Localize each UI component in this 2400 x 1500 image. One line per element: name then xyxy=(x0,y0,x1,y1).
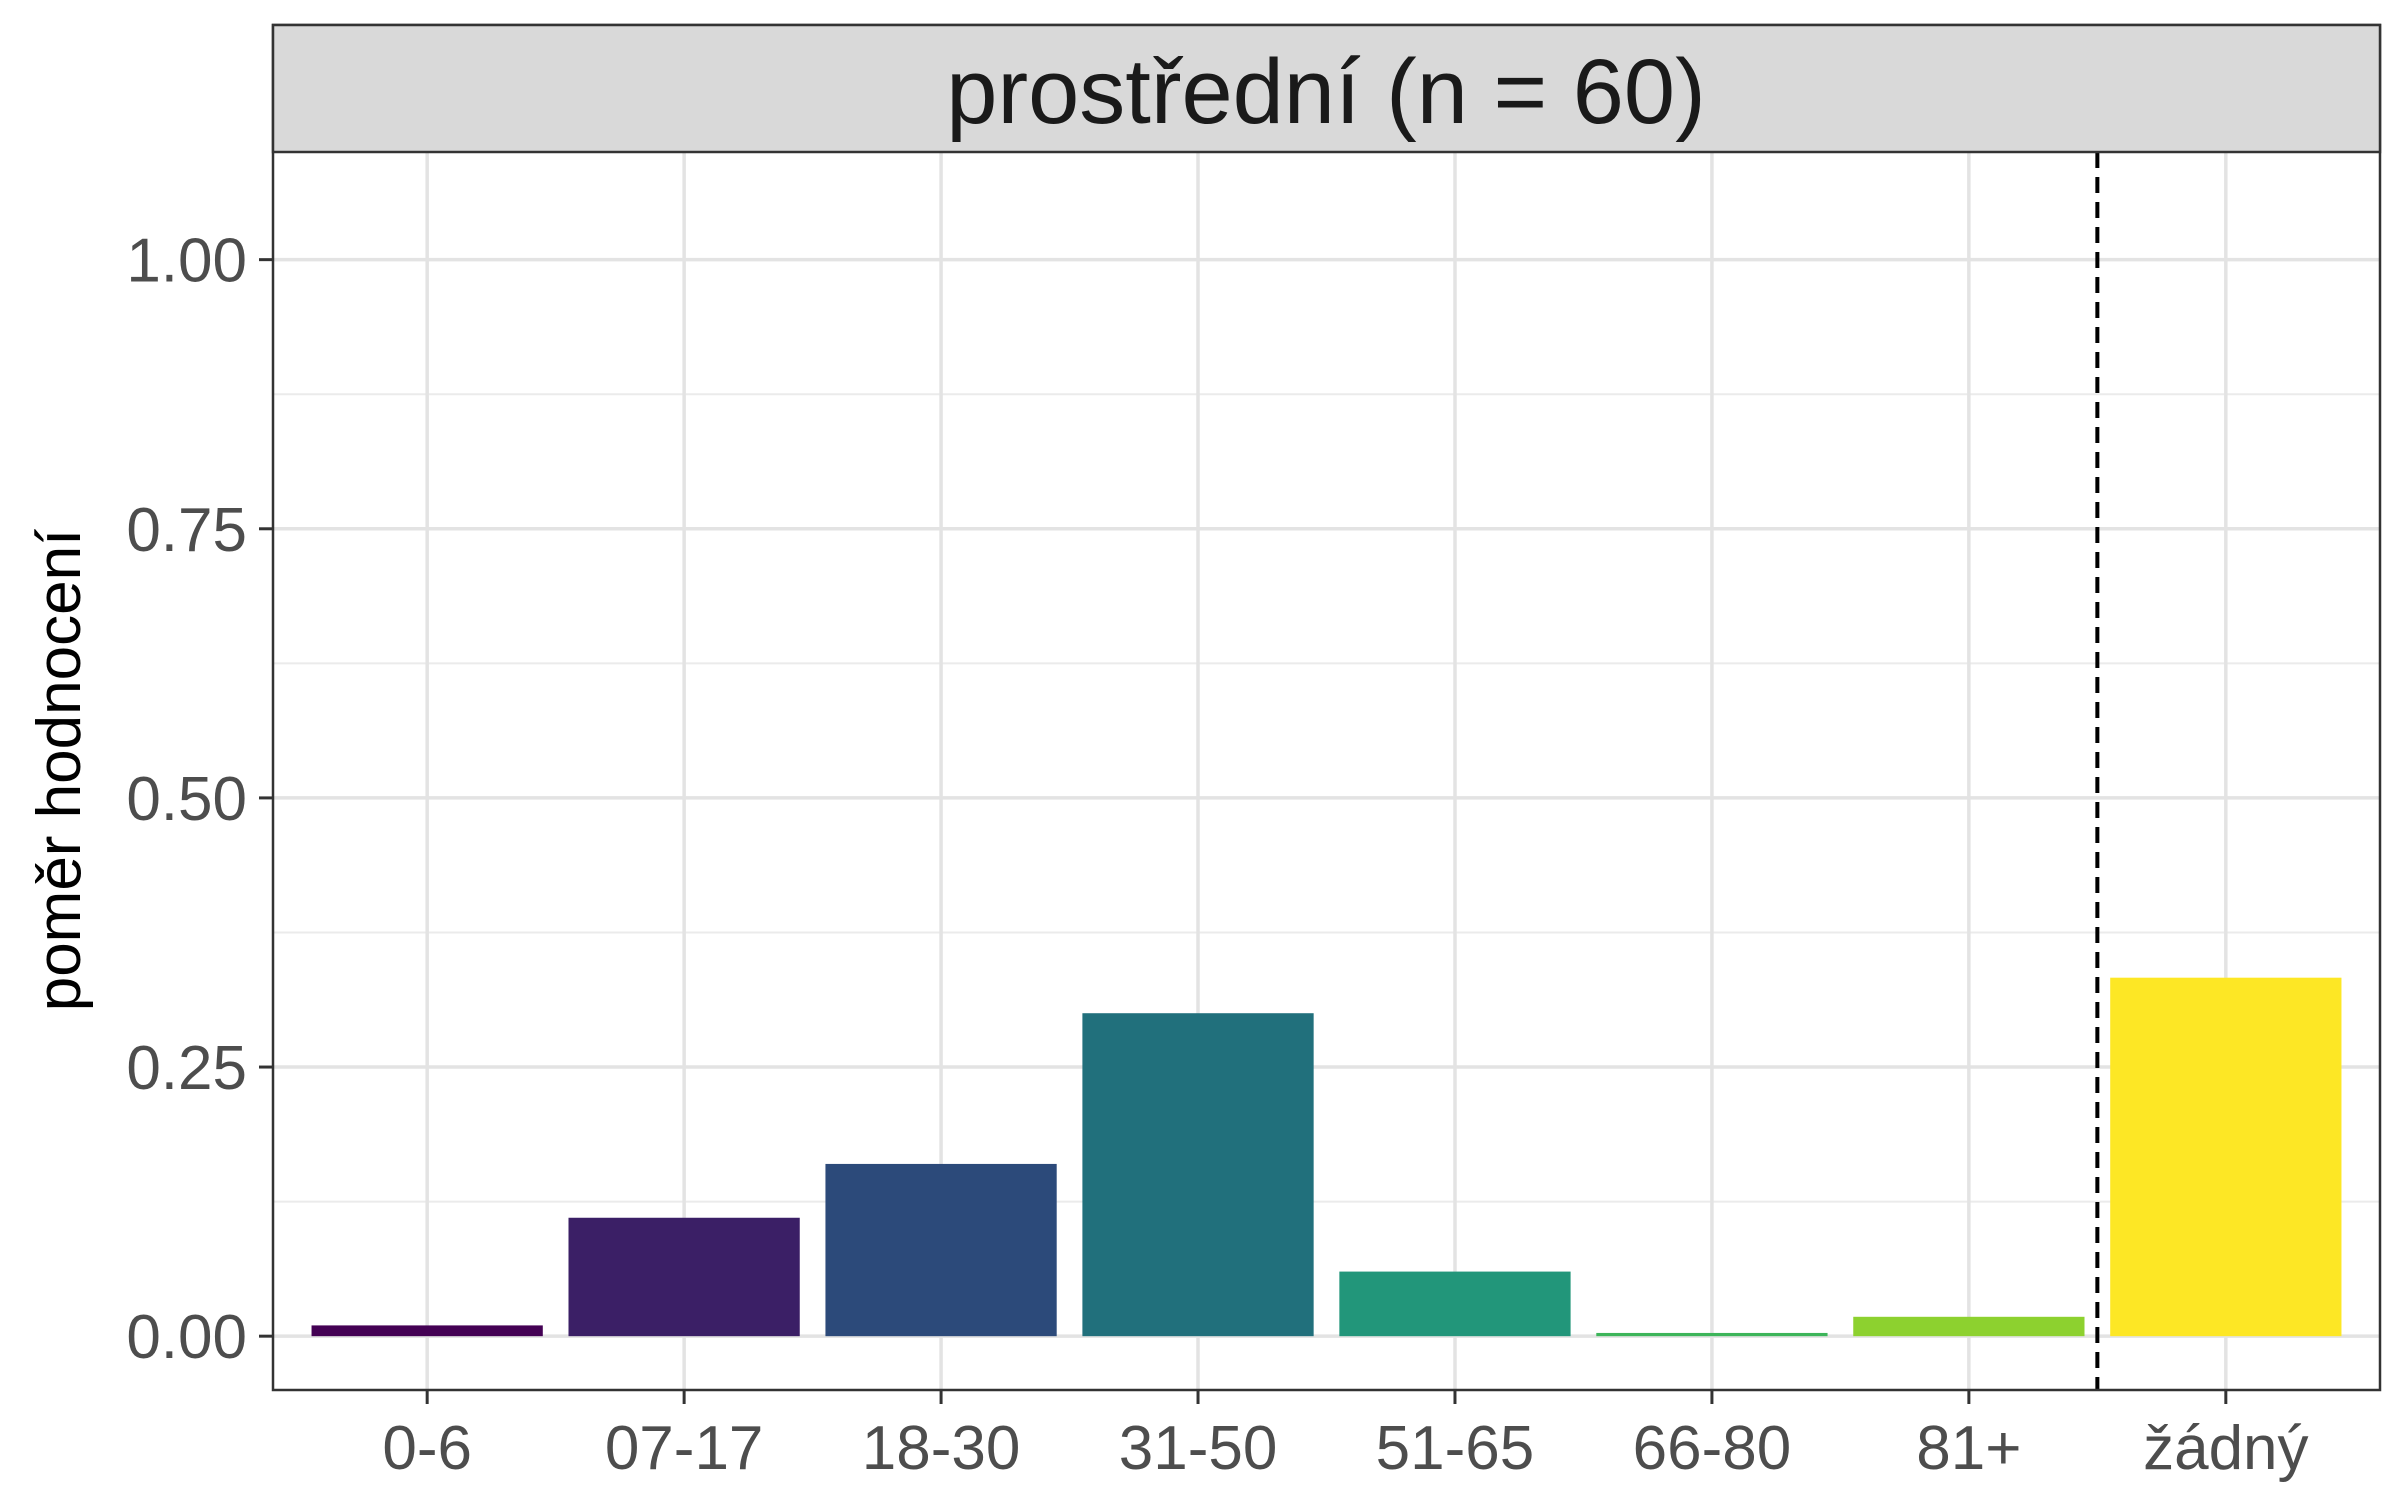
x-tick-label: 51-65 xyxy=(1376,1414,1535,1483)
x-tick-label: žádný xyxy=(2143,1414,2308,1483)
facet-title: prostřední (n = 60) xyxy=(946,41,1705,143)
y-tick-label: 0.75 xyxy=(126,496,247,565)
facet-strip xyxy=(271,23,2382,154)
bar-18-30 xyxy=(825,1163,1057,1337)
y-tick-label: 0.00 xyxy=(126,1303,247,1372)
y-axis: 0.00 0.25 0.50 0.75 1.00 xyxy=(126,227,273,1372)
x-tick-label: 07-17 xyxy=(605,1414,764,1483)
y-tick-label: 0.25 xyxy=(126,1034,247,1103)
bar-31-50 xyxy=(1082,1013,1314,1337)
y-tick-label: 1.00 xyxy=(126,227,247,296)
x-tick-label: 81+ xyxy=(1916,1414,2021,1483)
bar-51-65 xyxy=(1339,1271,1571,1337)
grid-lines xyxy=(273,152,2380,1390)
x-tick-label: 66-80 xyxy=(1633,1414,1792,1483)
bar-66-80 xyxy=(1596,1332,1828,1337)
y-tick-label: 0.50 xyxy=(126,765,247,834)
bars xyxy=(311,977,2342,1337)
x-tick-label: 31-50 xyxy=(1119,1414,1278,1483)
bar-0-6 xyxy=(311,1325,543,1337)
y-axis-title: poměr hodnocení xyxy=(25,529,94,1012)
bar-07-17 xyxy=(568,1217,800,1337)
x-tick-label: 18-30 xyxy=(862,1414,1021,1483)
panel-border xyxy=(271,23,2382,1392)
bar-žádný xyxy=(2110,977,2342,1337)
bar-81+ xyxy=(1853,1316,2085,1337)
x-axis: 0-6 07-17 18-30 31-50 51-65 66-80 81+ žádný xyxy=(382,1390,2309,1483)
x-tick-label: 0-6 xyxy=(382,1414,472,1483)
